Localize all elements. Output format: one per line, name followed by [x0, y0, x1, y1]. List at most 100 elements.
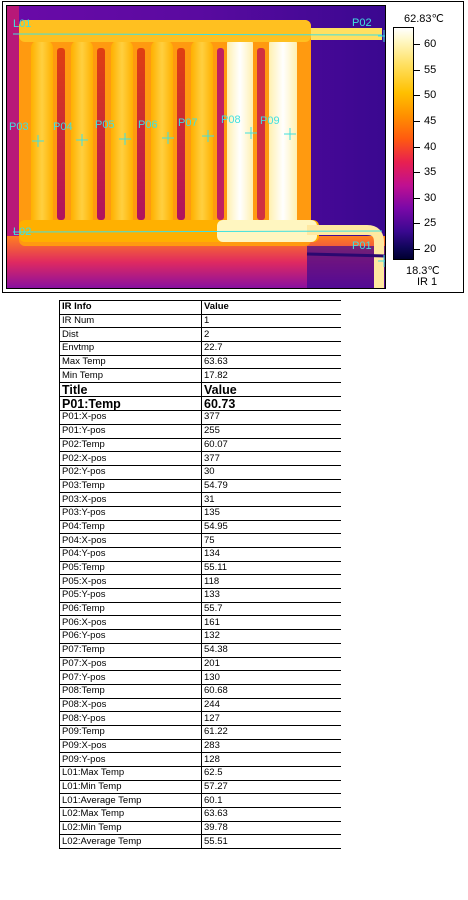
row-value: 31	[201, 492, 342, 507]
table-row: IR Num 1	[59, 313, 342, 329]
row-key: P04:Y-pos	[59, 547, 202, 562]
row-key: P07:X-pos	[59, 656, 202, 672]
table-row: Max Temp 63.63	[59, 354, 342, 370]
marker-p07	[202, 130, 214, 142]
point-label-p05: P05	[95, 119, 115, 131]
marker-p06	[162, 132, 174, 144]
row-key: Max Temp	[59, 354, 202, 370]
table-row: P01:Y-pos 255	[59, 423, 342, 439]
row-key: P05:Temp	[59, 560, 202, 576]
row-key: P01:Temp	[59, 396, 202, 412]
table-row: P02:X-pos 377	[59, 451, 342, 466]
row-value: 60.73	[201, 396, 342, 412]
scale-min-label: 18.3℃	[406, 265, 440, 277]
row-key: P09:Y-pos	[59, 752, 202, 767]
row-value: 54.79	[201, 478, 342, 494]
line-l02[interactable]	[12, 230, 383, 233]
line-label-l01: L01	[13, 18, 31, 30]
point-label-p09: P09	[260, 115, 280, 127]
marker-p08	[245, 127, 257, 139]
table-row: L01:Average Temp 60.1	[59, 793, 342, 809]
row-value: 132	[201, 629, 342, 644]
row-value: 57.27	[201, 779, 342, 795]
top-pipe	[307, 28, 382, 40]
row-key: P08:X-pos	[59, 697, 202, 713]
marker-p05	[119, 133, 131, 145]
scale-tick-50: 50	[424, 89, 437, 101]
table-row: P05:Temp 55.11	[59, 560, 342, 576]
row-key: P06:X-pos	[59, 615, 202, 631]
line-label-l02: L02	[13, 226, 31, 238]
row-value: 61.22	[201, 724, 342, 740]
row-value: 1	[201, 313, 342, 329]
scale-tick-25: 25	[424, 217, 437, 229]
row-key: P08:Y-pos	[59, 711, 202, 726]
row-key: P04:X-pos	[59, 533, 202, 548]
table-row: P03:Temp 54.79	[59, 478, 342, 494]
row-key: P01:Y-pos	[59, 423, 202, 439]
row-key: P03:Y-pos	[59, 505, 202, 521]
row-value: 60.07	[201, 437, 342, 453]
radiator-top-header	[19, 20, 311, 42]
marker-p09	[284, 128, 296, 140]
table-row: P07:Temp 54.38	[59, 642, 342, 658]
table-header-row: IR Info Value	[59, 300, 342, 315]
row-key: L01:Max Temp	[59, 766, 202, 781]
table-row: P06:X-pos 161	[59, 615, 342, 631]
line-l01[interactable]	[12, 33, 383, 36]
table-row: P02:Y-pos 30	[59, 464, 342, 480]
scale-tick-35: 35	[424, 166, 437, 178]
scale-tick-60: 60	[424, 38, 437, 50]
row-value: 133	[201, 588, 342, 603]
table-row: L02:Average Temp 55.51	[59, 834, 342, 850]
row-value: 283	[201, 738, 342, 754]
table-row: P06:Y-pos 132	[59, 629, 342, 644]
table-row: P09:X-pos 283	[59, 738, 342, 754]
table-row: P06:Temp 55.7	[59, 601, 342, 617]
row-value: 255	[201, 423, 342, 439]
table-row: Dist 2	[59, 327, 342, 343]
row-key: P02:Temp	[59, 437, 202, 453]
row-key: P06:Temp	[59, 601, 202, 617]
row-value: 60.1	[201, 793, 342, 809]
row-value: 244	[201, 697, 342, 713]
point-label-p06: P06	[138, 119, 158, 131]
marker-p04	[76, 134, 88, 146]
row-key: L01:Min Temp	[59, 779, 202, 795]
row-value: 130	[201, 670, 342, 685]
row-value: 2	[201, 327, 342, 343]
table-row: P05:Y-pos 133	[59, 588, 342, 603]
header-ir-info: IR Info	[59, 300, 202, 315]
table-row: P08:Temp 60.68	[59, 683, 342, 699]
table-row: P01:X-pos 377	[59, 410, 342, 425]
row-key: L02:Max Temp	[59, 807, 202, 822]
row-key: P01:X-pos	[59, 410, 202, 425]
table-row: Min Temp 17.82	[59, 368, 342, 384]
row-value: 377	[201, 451, 342, 466]
row-key: P06:Y-pos	[59, 629, 202, 644]
scale-max-label: 62.83℃	[404, 13, 444, 25]
row-value: 55.11	[201, 560, 342, 576]
table-row: P09:Temp 61.22	[59, 724, 342, 740]
row-value: 54.38	[201, 642, 342, 658]
header-value: Value	[201, 300, 342, 315]
row-value: 62.5	[201, 766, 342, 781]
row-value: 161	[201, 615, 342, 631]
point-label-p01: P01	[352, 240, 372, 252]
return-pipe	[307, 225, 384, 288]
row-key: P09:Temp	[59, 724, 202, 740]
point-label-p03: P03	[9, 121, 29, 133]
row-key: P09:X-pos	[59, 738, 202, 754]
row-value: 55.7	[201, 601, 342, 617]
row-value: 17.82	[201, 368, 342, 384]
color-scale-ticks: 60 55 50 45 40 35 30 25 20	[414, 27, 454, 260]
thermal-image[interactable]: L01 L02 P01 P02 P03 P04 P05 P06 P07 P08 …	[6, 5, 386, 289]
left-wall-edge	[7, 6, 19, 288]
row-value: 128	[201, 752, 342, 767]
row-key: Envtmp	[59, 341, 202, 356]
row-value: 30	[201, 464, 342, 480]
table-title-row: Title Value	[59, 382, 342, 398]
row-key: P04:Temp	[59, 519, 202, 535]
row-value: 22.7	[201, 341, 342, 356]
table-row: P05:X-pos 118	[59, 574, 342, 590]
